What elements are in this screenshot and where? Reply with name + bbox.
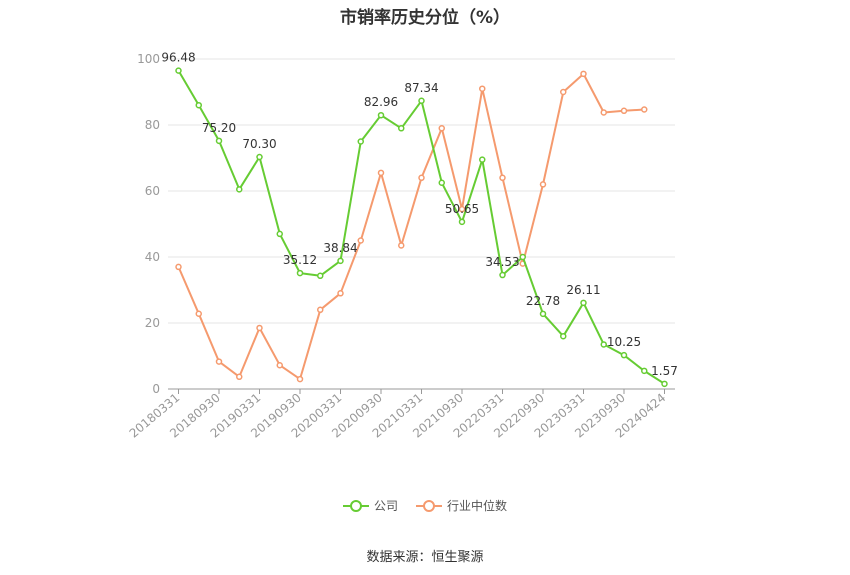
data-point-industry [438,125,445,132]
data-label: 22.78 [526,294,560,308]
legend-item-industry[interactable]: 行业中位数 [416,497,507,514]
data-point-industry [236,373,243,381]
data-point-industry [641,106,648,113]
legend-company-label: 公司 [373,499,398,513]
legend-item-company[interactable]: 公司 [342,497,398,514]
data-point-company [560,332,567,340]
data-label: 1.57 [651,364,678,378]
data-label: 50.65 [445,202,479,216]
data-point-company [519,253,526,261]
y-tick-label: 20 [145,316,160,330]
line-chart: 0204060801002018033120180930201903312019… [127,51,678,441]
data-point-company [499,271,506,279]
data-point-industry [337,290,344,297]
data-point-company [661,380,668,388]
data-point-industry [418,174,425,182]
data-point-industry [539,181,547,188]
data-point-industry [357,237,364,244]
series-line-industry [177,72,645,381]
data-point-industry [317,306,324,314]
data-label: 26.11 [566,283,600,297]
data-point-company [175,67,182,74]
y-tick-label: 80 [145,118,160,132]
data-point-industry [175,263,182,271]
data-point-industry [215,358,223,365]
data-point-company [357,138,364,145]
data-label: 35.12 [283,253,317,267]
data-point-company [641,367,648,375]
data-point-company [600,341,607,348]
data-point-company [438,179,445,186]
data-point-company [398,125,405,132]
data-point-industry [195,310,202,318]
data-label: 75.20 [202,121,236,135]
data-point-industry [560,88,567,96]
legend-company-icon [342,499,369,513]
data-point-company [539,310,547,318]
data-point-company [276,230,283,238]
data-point-industry [620,107,628,115]
chart-title: 市销率历史分位（%） [339,8,511,28]
data-point-company [580,299,587,307]
data-point-company [195,101,202,109]
data-point-industry [398,242,405,249]
y-tick-label: 60 [145,184,160,198]
y-tick-label: 100 [137,52,160,66]
data-label: 38.84 [323,241,357,255]
data-point-company [236,186,243,193]
data-point-industry [296,375,304,383]
data-point-company [418,97,425,105]
data-point-company [317,272,324,280]
data-point-industry [479,85,486,92]
data-point-industry [256,324,263,332]
y-tick-label: 0 [152,382,160,396]
legend-industry-icon [416,499,442,513]
data-label: 96.48 [161,51,195,65]
data-point-company [377,111,385,119]
data-point-company [620,351,628,359]
series-line-company [177,70,666,385]
data-point-company [296,269,304,277]
data-point-industry [377,169,385,177]
legend: 公司 行业中位数 [0,497,850,514]
data-source: 数据来源：恒生聚源 [366,550,484,565]
data-point-company [458,218,466,226]
data-point-industry [499,174,506,182]
data-point-industry [580,70,587,78]
data-point-company [215,137,223,145]
data-point-industry [600,109,607,116]
data-point-industry [458,205,466,213]
data-point-company [479,156,486,163]
data-label: 34.53 [485,255,519,269]
y-tick-label: 40 [145,250,160,264]
data-point-industry [276,361,283,369]
data-label: 82.96 [364,95,398,109]
data-label: 87.34 [404,81,438,95]
legend-industry-label: 行业中位数 [447,499,508,513]
data-point-company [256,153,263,161]
data-label: 70.30 [242,137,276,151]
data-label: 10.25 [607,335,641,349]
data-point-company [337,257,344,265]
